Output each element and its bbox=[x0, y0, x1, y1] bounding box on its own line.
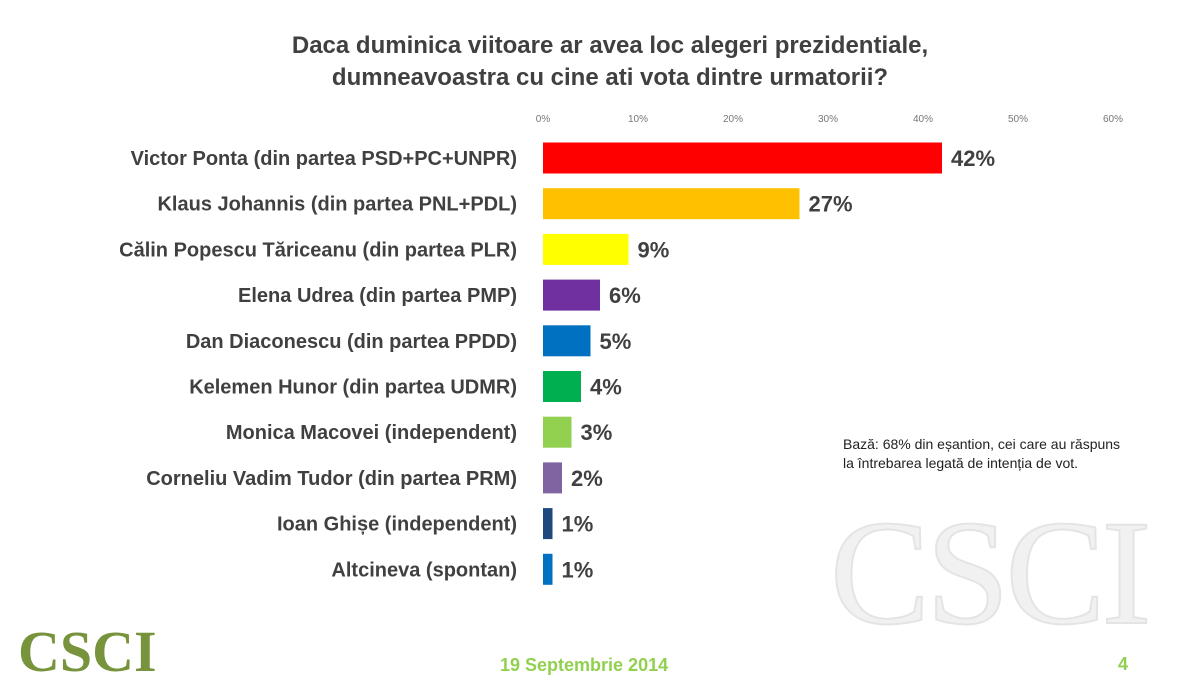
category-label: Victor Ponta (din partea PSD+PC+UNPR) bbox=[131, 148, 517, 170]
bar bbox=[543, 279, 600, 311]
x-tick-label: 40% bbox=[913, 114, 933, 125]
bar bbox=[543, 142, 942, 174]
bar bbox=[543, 325, 591, 357]
footer-date: 19 Septembrie 2014 bbox=[500, 655, 669, 675]
data-label: 27% bbox=[809, 192, 853, 217]
x-tick-label: 50% bbox=[1008, 114, 1028, 125]
data-label: 5% bbox=[600, 329, 632, 354]
base-note: Bază: 68% din eșantion, cei care au răsp… bbox=[843, 436, 1121, 471]
category-label: Dan Diaconescu (din partea PPDD) bbox=[186, 331, 517, 353]
category-label: Monica Macovei (independent) bbox=[226, 422, 517, 444]
bar bbox=[543, 416, 572, 448]
bar bbox=[543, 462, 562, 494]
data-label: 1% bbox=[562, 512, 594, 537]
category-label: Altcineva (spontan) bbox=[331, 559, 517, 581]
chart-title: Daca duminica viitoare ar avea loc alege… bbox=[180, 30, 1040, 94]
data-label: 9% bbox=[638, 237, 670, 262]
title-line-2: dumneavoastra cu cine ati vota dintre ur… bbox=[331, 64, 889, 91]
category-label: Corneliu Vadim Tudor (din partea PRM) bbox=[146, 468, 517, 490]
watermark-logo: CSCI bbox=[829, 490, 1152, 656]
category-label: Ioan Ghișe (independent) bbox=[277, 514, 517, 536]
page-number: 4 bbox=[1118, 654, 1129, 674]
data-label: 42% bbox=[951, 146, 995, 171]
csci-logo: CSCI bbox=[18, 619, 157, 684]
x-tick-label: 20% bbox=[723, 114, 743, 125]
bar bbox=[543, 553, 553, 585]
x-tick-label: 60% bbox=[1103, 114, 1123, 125]
data-label: 2% bbox=[571, 466, 603, 491]
data-label: 6% bbox=[609, 283, 641, 308]
category-label: Klaus Johannis (din partea PNL+PDL) bbox=[157, 194, 517, 216]
data-label: 1% bbox=[562, 557, 594, 582]
data-label: 3% bbox=[581, 420, 613, 445]
x-tick-label: 30% bbox=[818, 114, 838, 125]
category-label: Elena Udrea (din partea PMP) bbox=[238, 285, 517, 307]
data-label: 4% bbox=[590, 375, 622, 400]
bar bbox=[543, 371, 581, 402]
bar bbox=[543, 508, 553, 540]
title-line-1: Daca duminica viitoare ar avea loc alege… bbox=[291, 32, 929, 59]
category-label: Călin Popescu Tăriceanu (din partea PLR) bbox=[119, 239, 517, 261]
x-tick-label: 10% bbox=[628, 114, 648, 125]
bar bbox=[543, 188, 800, 220]
bar bbox=[543, 233, 629, 265]
category-label: Kelemen Hunor (din partea UDMR) bbox=[189, 377, 517, 399]
x-tick-label: 0% bbox=[536, 114, 551, 125]
